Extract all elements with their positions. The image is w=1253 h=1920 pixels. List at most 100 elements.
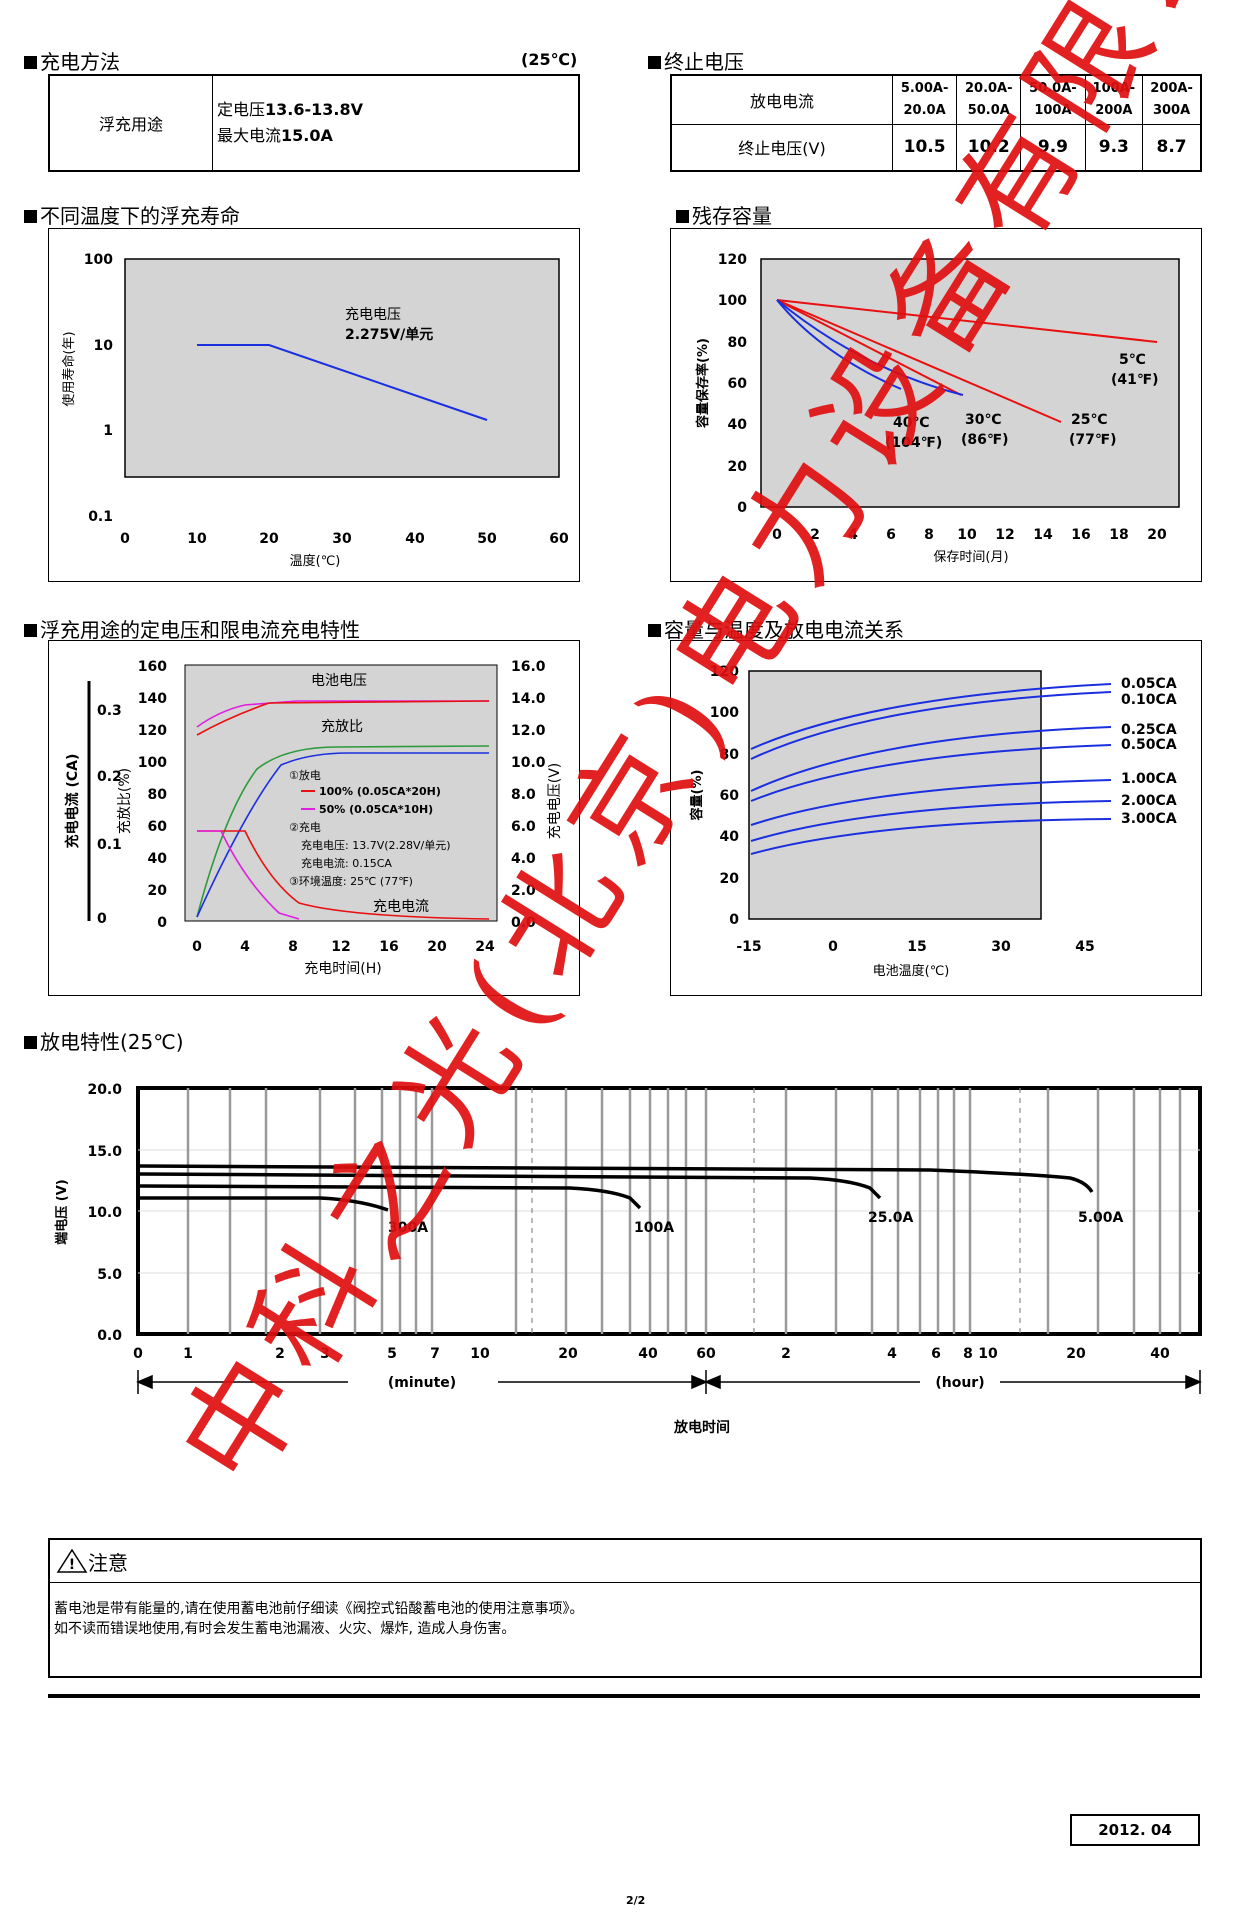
x-tick: 60 (549, 531, 569, 547)
curve-label: 5.00A (1078, 1210, 1124, 1226)
y-axis-label-ca: 充电电流 (CA) (64, 754, 81, 849)
float-use-label: 浮充用途 (48, 74, 213, 172)
curve-0-10ca (750, 691, 1112, 760)
bottom-rule (48, 1694, 1200, 1698)
x-tick-hour: 40 (1150, 1346, 1170, 1362)
annotation-line2: 2.275V/单元 (345, 326, 433, 343)
label-30c: 30℃ (965, 412, 1001, 428)
label-25c-f: (77℉) (1069, 432, 1117, 448)
x-tick: 14 (1033, 527, 1053, 543)
y-tick: 80 (720, 747, 740, 763)
x-tick: 12 (331, 939, 350, 955)
pct-tick: 60 (148, 819, 168, 835)
x-tick: 20 (427, 939, 447, 955)
x-tick: 8 (288, 939, 298, 955)
x-tick: 50 (477, 531, 497, 547)
x-tick: 8 (924, 527, 934, 543)
v-tick: 2.0 (511, 883, 536, 899)
x-tick: 0 (828, 939, 838, 955)
curve-label: 0.50CA (1121, 737, 1177, 753)
label-25c: 25℃ (1071, 412, 1107, 428)
x-axis-label: 电池温度(℃) (873, 963, 950, 979)
label-charge-ratio: 充放比 (321, 719, 363, 735)
y-tick: 100 (710, 705, 739, 721)
y-axis-label: 端电压 (V) (54, 1179, 70, 1244)
y-tick: 20 (728, 459, 748, 475)
curve-label: 1.00CA (1121, 771, 1177, 787)
curve-label: 100A (634, 1220, 674, 1236)
y-axis-label-v: 充电电压(V) (547, 763, 563, 840)
x-tick: 15 (907, 939, 926, 955)
legend-voltage: 充电电压: 13.7V(2.28V/单元) (301, 838, 451, 852)
x-tick-min: 7 (430, 1346, 440, 1362)
label-5c-f: (41℉) (1111, 372, 1159, 388)
v-tick: 14.0 (511, 691, 546, 707)
charge-ratio-curve-green (196, 745, 490, 918)
x-axis-label: 保存时间(月) (933, 550, 1008, 565)
x-tick: 4 (240, 939, 250, 955)
cutoff-voltage-table: 放电电流 5.00A- 20.0A 20.0A- 50.0A 50.0A- 100A … (670, 74, 1202, 172)
section-title-capacity-temp: 容量与温度及放电电流关系 (648, 614, 904, 643)
x-tick: 40 (405, 531, 425, 547)
y-tick: 10.0 (87, 1205, 122, 1221)
v-tick: 12.0 (511, 723, 546, 739)
ca-tick: 0.1 (97, 837, 122, 853)
legend-temp: ③环境温度: 25℃ (77℉) (289, 874, 413, 888)
current-range-cell: 50.0A- 100A (1020, 74, 1086, 125)
curve-40c-2 (776, 299, 902, 390)
x-tick: 18 (1109, 527, 1128, 543)
y-tick: 15.0 (87, 1144, 122, 1160)
pct-tick: 20 (148, 883, 168, 899)
curve-1-00ca (750, 779, 1112, 826)
y-tick: 20.0 (87, 1082, 122, 1098)
y-tick: 60 (728, 376, 748, 392)
v-tick: 8.0 (511, 787, 536, 803)
date-box: 2012. 04 (1070, 1814, 1200, 1846)
pct-tick: 120 (138, 723, 167, 739)
x-tick: 45 (1075, 939, 1094, 955)
x-tick: 16 (1071, 527, 1090, 543)
pct-tick: 100 (138, 755, 167, 771)
v-tick: 16.0 (511, 659, 546, 675)
curve-label: 0.05CA (1121, 676, 1177, 692)
x-tick: 10 (957, 527, 977, 543)
y-tick: 120 (710, 664, 739, 680)
x-tick-min: 5 (387, 1346, 397, 1362)
cutoff-voltage-label: 终止电压(V) (670, 123, 893, 172)
y-axis-label: 使用寿命(年) (61, 331, 77, 406)
x-tick: 24 (475, 939, 495, 955)
pct-tick: 140 (138, 691, 167, 707)
float-charge-chart-frame: 0.3 0.2 0.1 0 160 140 120 100 80 60 40 2… (48, 640, 580, 996)
battery-voltage-50-curve (196, 700, 489, 728)
charge-method-temp: (25℃) (521, 50, 578, 69)
y-tick: 100 (718, 293, 747, 309)
curve-label: 2.00CA (1121, 793, 1177, 809)
charge-current-curve-magenta (197, 830, 300, 920)
x-tick: 0 (120, 531, 130, 547)
curve-2-00ca (750, 800, 1112, 842)
residual-capacity-chart: 120 100 80 60 40 20 0 0 2 4 6 8 10 12 14… (695, 252, 1180, 565)
section-title-float-charge: 浮充用途的定电压和限电流充电特性 (24, 614, 360, 643)
v-tick: 10.0 (511, 755, 546, 771)
discharge-chart: 20.0 15.0 10.0 5.0 0.0 0 1 2 3 5 7 10 20… (54, 1082, 1202, 1436)
pct-tick: 160 (138, 659, 167, 675)
battery-voltage-100-curve (196, 700, 490, 736)
x-tick-min: 3 (320, 1346, 330, 1362)
legend-charge: ②充电 (289, 820, 321, 834)
x-tick: 20 (259, 531, 279, 547)
caution-body: 蓄电池是带有能量的,请在使用蓄电池前仔细读《阀控式铅酸蓄电池的使用注意事项》。 … (50, 1583, 1200, 1639)
x-tick: 30 (332, 531, 352, 547)
x-tick-hour: 20 (1066, 1346, 1086, 1362)
y-axis-label: 容量保存率(%) (695, 338, 711, 429)
x-tick: 10 (187, 531, 207, 547)
curve-25a (139, 1172, 882, 1200)
constant-voltage: 定电压13.6-13.8V (217, 100, 363, 119)
ca-tick: 0 (97, 911, 107, 927)
ca-tick: 0.3 (97, 703, 122, 719)
x-tick-min: 1 (183, 1346, 193, 1362)
cutoff-voltage-value: 8.7 (1142, 123, 1202, 172)
x-tick: 2 (810, 527, 820, 543)
curve-5c (776, 299, 1158, 343)
curve-100a (139, 1184, 642, 1210)
caution-header: ! 注意 (50, 1540, 1200, 1583)
